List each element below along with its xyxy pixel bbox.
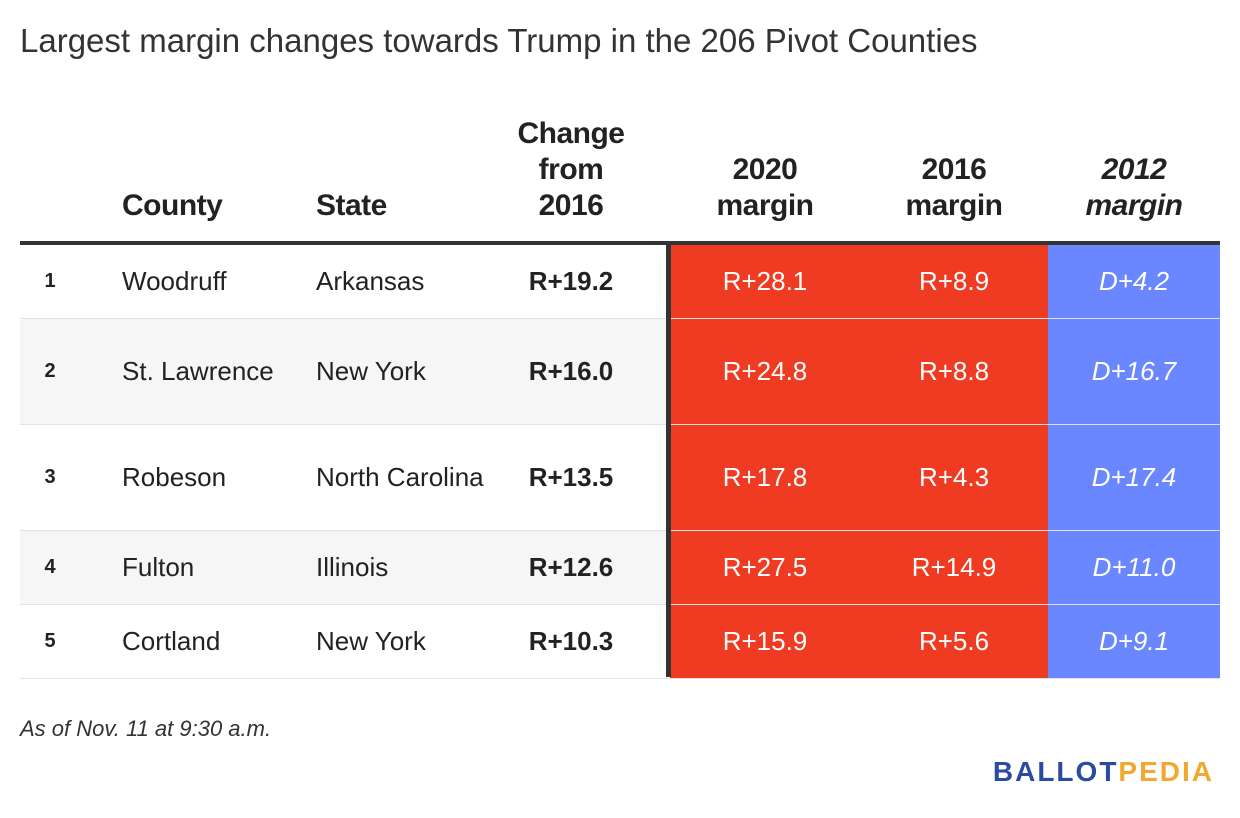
column-divider: [666, 245, 671, 677]
change-cell: R+19.2: [528, 266, 614, 296]
margin-2020-cell: R+27.5: [670, 531, 860, 604]
table-body: 1 Woodruff Arkansas R+19.2 R+28.1 R+8.9 D+4.2 2…: [20, 245, 1220, 679]
header-2012-margin: 2012 margin: [1048, 152, 1220, 224]
header-state: State: [316, 189, 387, 222]
header-rule: [20, 241, 1220, 245]
county-cell: Cortland: [122, 626, 221, 656]
change-cell: R+16.0: [528, 356, 614, 386]
rank-cell: 2: [44, 360, 56, 382]
header-2020-line2: margin: [716, 189, 814, 222]
margin-2016-cell: R+8.9: [860, 245, 1048, 318]
county-cell: St. Lawrence: [122, 356, 274, 386]
ballotpedia-logo: BALLOTPEDIA: [993, 756, 1214, 788]
margin-2016-cell: R+8.8: [860, 319, 1048, 424]
header-change: Change from 2016: [500, 116, 642, 224]
table-header: County State Change from 2016 2020 margi…: [20, 110, 1220, 242]
rank-cell: 5: [44, 630, 56, 652]
margin-2020-cell: R+15.9: [670, 605, 860, 678]
table-row: 5 Cortland New York R+10.3 R+15.9 R+5.6 D+9.1: [20, 605, 1220, 679]
header-change-line2: from: [538, 153, 604, 186]
rank-cell: 1: [44, 270, 56, 292]
margin-2012-cell: D+4.2: [1048, 245, 1220, 318]
margin-2012-cell: D+9.1: [1048, 605, 1220, 678]
table-row: 3 Robeson North Carolina R+13.5 R+17.8 R+4.3 D…: [20, 425, 1220, 531]
rank-cell: 4: [44, 556, 56, 578]
county-cell: Robeson: [122, 462, 227, 492]
margin-2012-cell: D+11.0: [1048, 531, 1220, 604]
header-2020-margin: 2020 margin: [670, 152, 860, 224]
table-row: 2 St. Lawrence New York R+16.0 R+24.8 R+8.8 D+…: [20, 319, 1220, 425]
header-change-line3: 2016: [538, 189, 604, 222]
county-cell: Fulton: [122, 552, 195, 582]
state-cell: New York: [316, 356, 426, 386]
logo-part-pedia: PEDIA: [1118, 756, 1214, 787]
margin-2016-cell: R+14.9: [860, 531, 1048, 604]
table-row: 4 Fulton Illinois R+12.6 R+27.5 R+14.9 D+11.0: [20, 531, 1220, 605]
header-county: County: [122, 189, 223, 222]
margin-2012-cell: D+17.4: [1048, 425, 1220, 530]
change-cell: R+13.5: [528, 462, 614, 492]
chart-title: Largest margin changes towards Trump in …: [20, 22, 978, 59]
margin-2016-cell: R+4.3: [860, 425, 1048, 530]
margin-2012-cell: D+16.7: [1048, 319, 1220, 424]
header-2012-line1: 2012: [1101, 153, 1167, 186]
margin-2016-cell: R+5.6: [860, 605, 1048, 678]
header-2012-line2: margin: [1085, 189, 1183, 222]
change-cell: R+10.3: [528, 626, 614, 656]
header-change-line1: Change: [517, 117, 625, 150]
state-cell: North Carolina: [316, 462, 484, 492]
county-cell: Woodruff: [122, 266, 227, 296]
change-cell: R+12.6: [528, 552, 614, 582]
margin-2020-cell: R+28.1: [670, 245, 860, 318]
rank-cell: 3: [44, 466, 56, 488]
margin-2020-cell: R+17.8: [670, 425, 860, 530]
state-cell: Illinois: [316, 552, 389, 582]
header-2020-line1: 2020: [732, 153, 798, 186]
logo-part-ballot: BALLOT: [992, 756, 1119, 787]
footnote: As of Nov. 11 at 9:30 a.m.: [20, 716, 272, 741]
header-2016-line1: 2016: [921, 153, 987, 186]
header-2016-line2: margin: [905, 189, 1003, 222]
margin-2020-cell: R+24.8: [670, 319, 860, 424]
state-cell: Arkansas: [316, 266, 425, 296]
header-2016-margin: 2016 margin: [860, 152, 1048, 224]
table-row: 1 Woodruff Arkansas R+19.2 R+28.1 R+8.9 D+4.2: [20, 245, 1220, 319]
state-cell: New York: [316, 626, 426, 656]
